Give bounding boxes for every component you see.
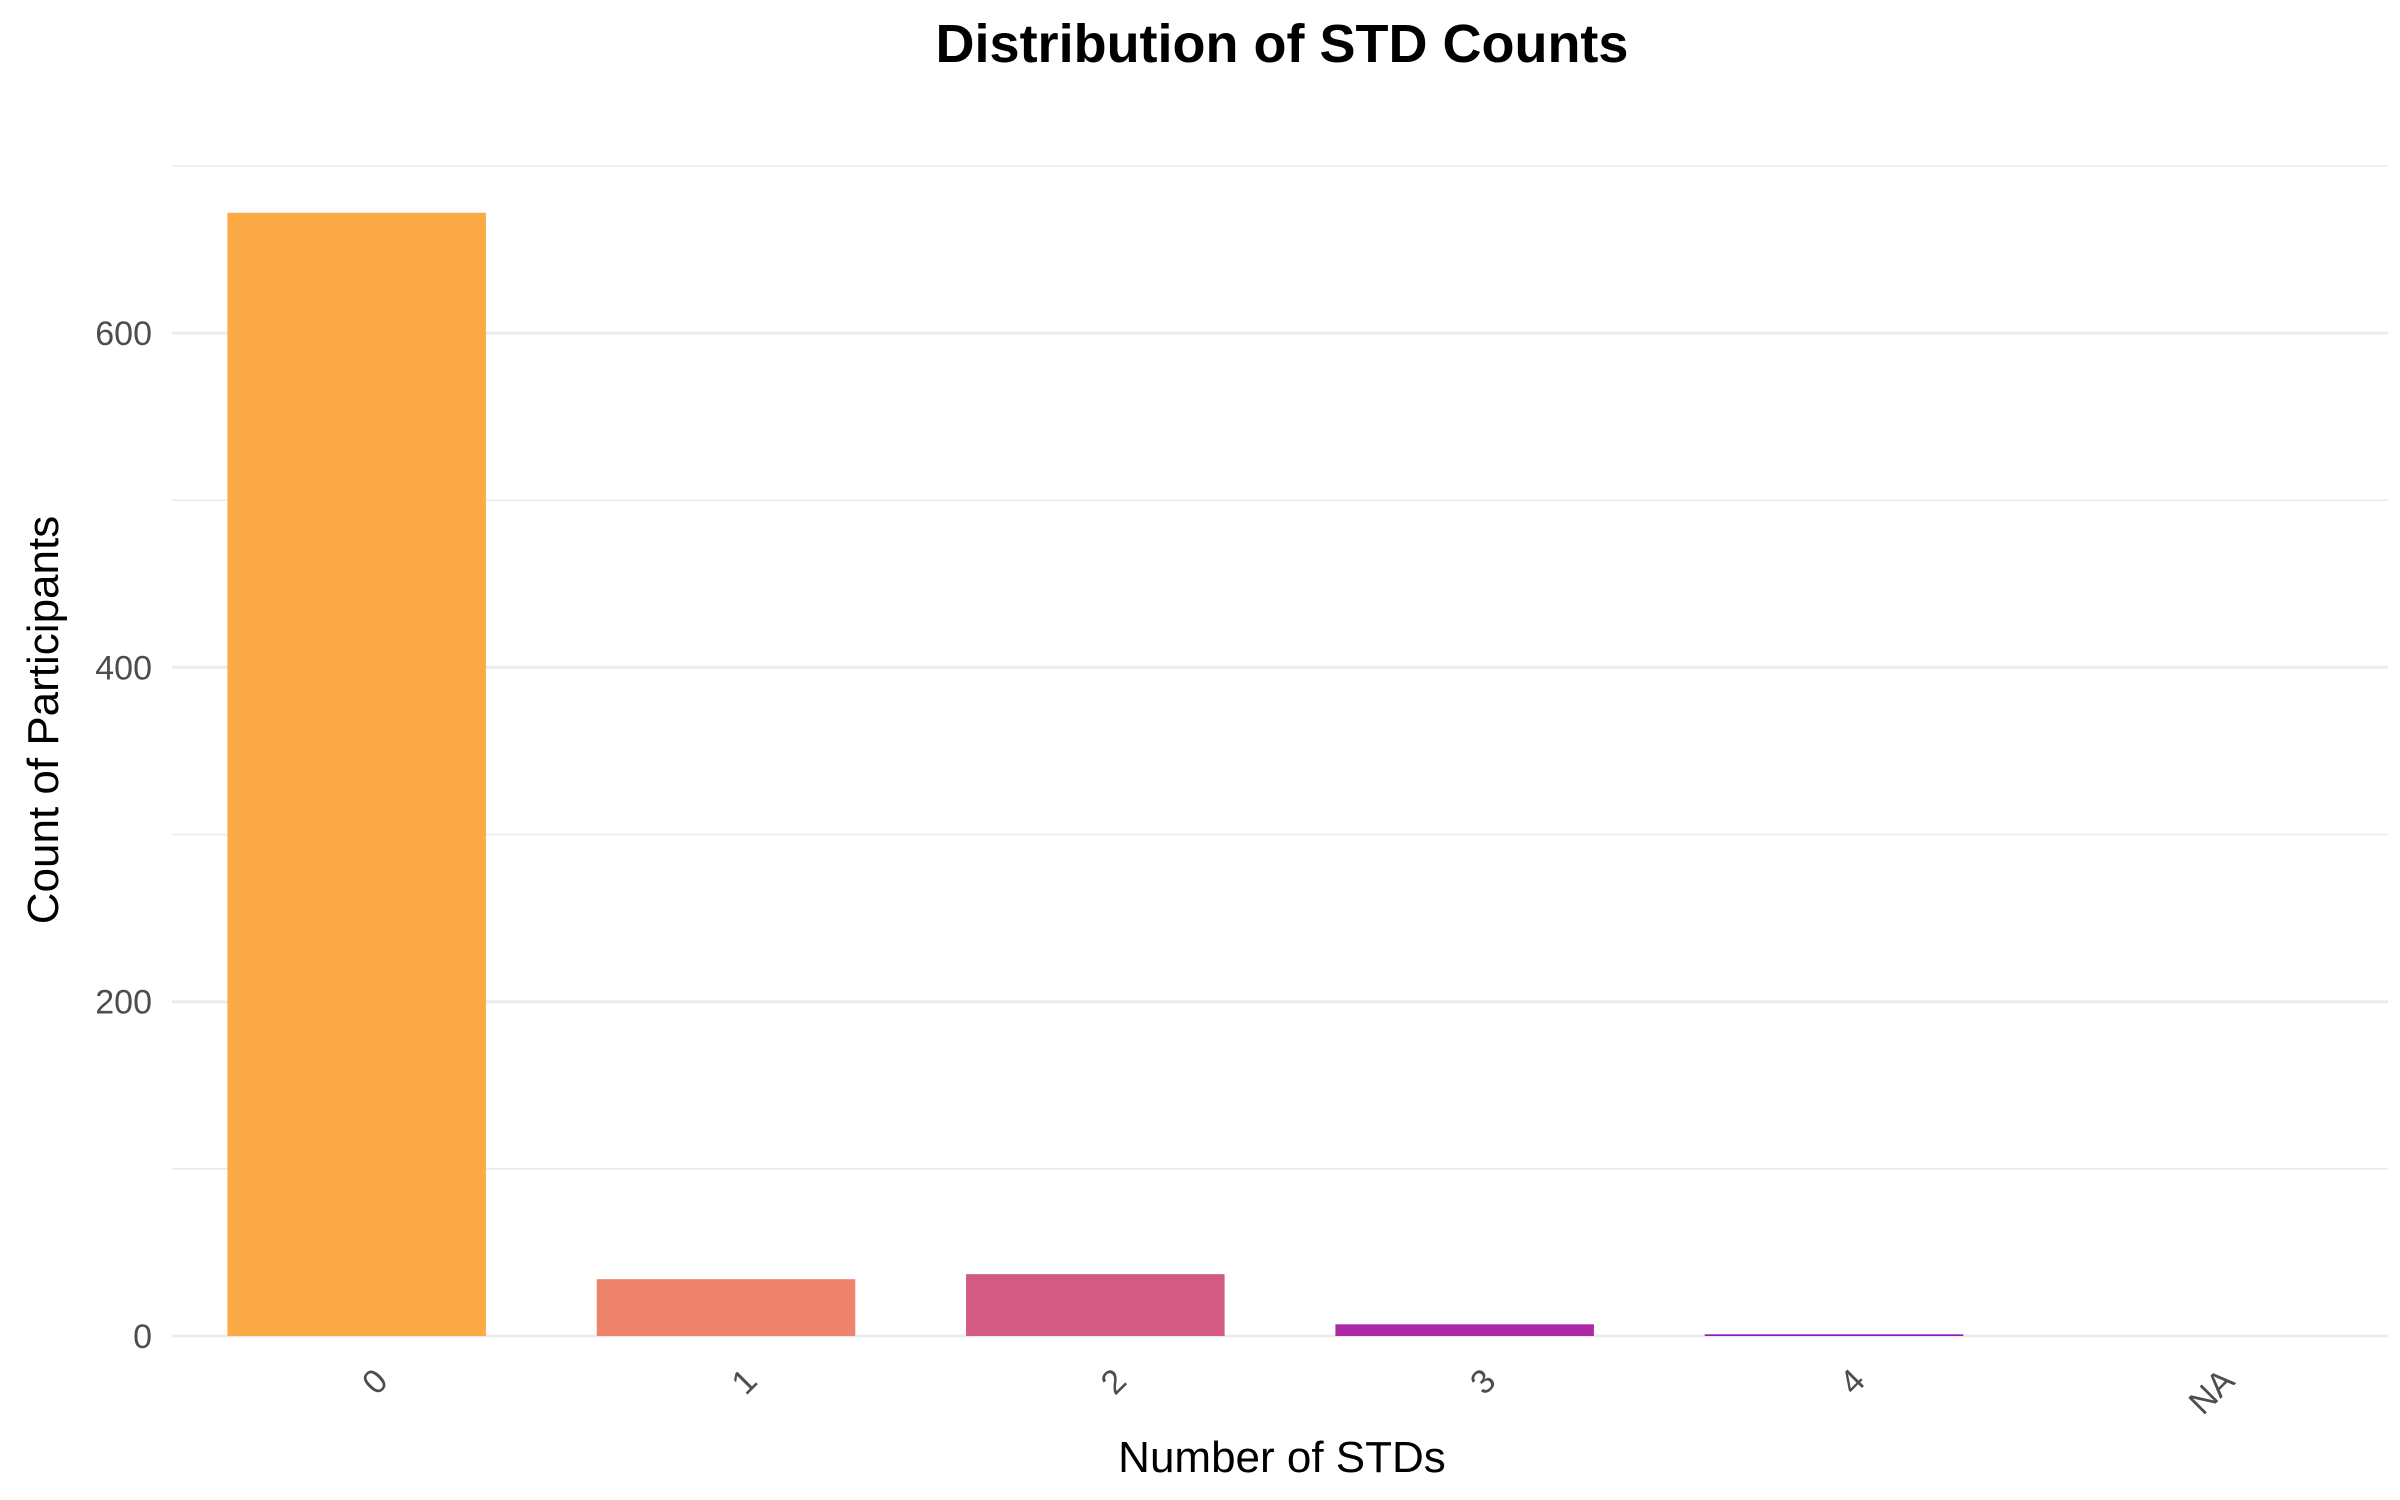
- x-axis-ticks: 0 1 2 3 4 NA: [355, 1362, 2242, 1422]
- bars: [227, 212, 1964, 1336]
- x-tick-label: 3: [1463, 1362, 1503, 1402]
- x-tick-label: 1: [724, 1362, 764, 1402]
- x-axis-label: Number of STDs: [1118, 1433, 1446, 1482]
- y-tick-label: 200: [95, 984, 152, 1022]
- y-tick-label: 0: [133, 1318, 152, 1356]
- x-tick-label: 0: [355, 1362, 395, 1402]
- gridlines: [172, 165, 2388, 1338]
- x-tick-label: 2: [1094, 1362, 1134, 1402]
- y-tick-label: 400: [95, 649, 152, 687]
- x-tick-label: NA: [2182, 1362, 2242, 1422]
- y-axis-label: Count of Participants: [19, 516, 68, 924]
- chart-title: Distribution of STD Counts: [936, 14, 1629, 74]
- x-tick-label: 4: [1832, 1362, 1872, 1402]
- bar-0: [227, 212, 486, 1336]
- bar-4: [1704, 1334, 1964, 1336]
- y-axis-ticks: 0 200 400 600: [95, 315, 152, 1356]
- y-tick-label: 600: [95, 315, 152, 353]
- bar-3: [1335, 1324, 1594, 1336]
- bar-1: [596, 1279, 856, 1336]
- bar-2: [966, 1274, 1225, 1336]
